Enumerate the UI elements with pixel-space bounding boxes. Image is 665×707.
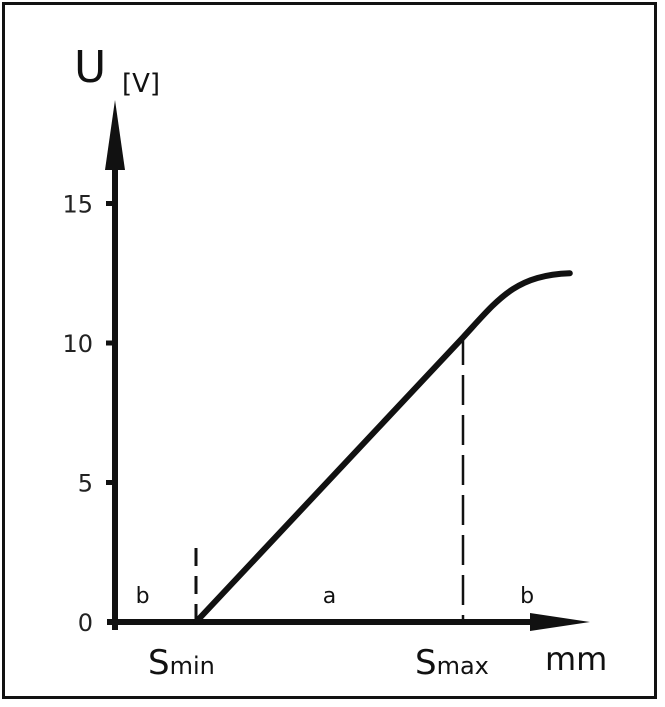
region-label-b: b	[136, 584, 150, 609]
series-curve	[193, 270, 573, 625]
smin-label: Smin	[148, 643, 215, 683]
chart-frame	[2, 2, 657, 699]
y-axis-arrowhead	[105, 100, 125, 170]
x-axis-arrowhead	[530, 613, 590, 631]
y-tick-label: 15	[62, 191, 93, 219]
y-ticks: 0 5 10 15	[62, 191, 115, 637]
smin-label-main: S	[148, 643, 170, 683]
y-axis-title: U	[74, 42, 106, 93]
smax-label-main: S	[415, 643, 437, 683]
x-markers: Smin Smax	[148, 335, 489, 683]
x-axis-unit: mm	[545, 640, 607, 678]
y-tick-label: 5	[78, 470, 93, 498]
y-tick-label: 0	[78, 609, 93, 637]
y-axis-unit: [V]	[122, 69, 160, 99]
region-label-b: b	[520, 584, 534, 609]
smax-label-sub: max	[437, 652, 489, 680]
smax-label: Smax	[415, 643, 489, 683]
smin-label-sub: min	[170, 652, 215, 680]
y-tick-label: 10	[62, 330, 93, 358]
region-label-a: a	[323, 584, 336, 609]
